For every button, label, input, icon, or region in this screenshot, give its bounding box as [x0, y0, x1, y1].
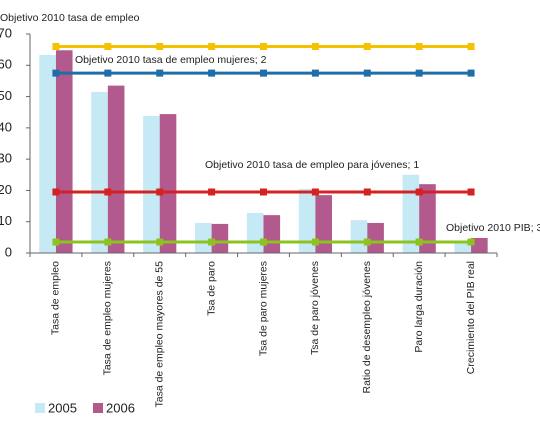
y-tick-label: 0 [5, 244, 12, 259]
target-marker [156, 238, 164, 246]
target-marker [415, 188, 423, 196]
target-marker [260, 188, 267, 196]
bar [195, 222, 212, 253]
x-tick-label: Crecimiento del PIB real [465, 261, 477, 374]
y-tick-label: 10 [0, 213, 12, 228]
target-marker [104, 43, 112, 51]
target-marker [260, 238, 267, 246]
x-tick-label: Tsa de paro jóvenes [309, 261, 321, 355]
target-marker [311, 238, 319, 246]
target-marker [363, 238, 371, 246]
target-marker [52, 188, 60, 196]
bar [143, 115, 160, 254]
x-tick-label: Paro larga duración [413, 261, 425, 353]
target-marker [311, 69, 319, 77]
target-marker [104, 238, 112, 246]
x-tick-label: Tsa de paro mujeres [257, 261, 269, 356]
bar [159, 114, 177, 253]
y-tick-label: 70 [0, 25, 12, 40]
target-marker [208, 188, 216, 196]
target-marker [311, 188, 319, 196]
bar [91, 91, 108, 253]
target-marker [156, 188, 164, 196]
target-marker [363, 43, 371, 51]
bar [211, 223, 229, 253]
annotation: Objetivo 2010 tasa de empleo [0, 12, 140, 24]
annotation: Objetivo 2010 tasa de empleo para jóvene… [205, 159, 419, 171]
y-tick-label: 40 [0, 119, 12, 134]
target-marker [156, 69, 164, 77]
bar [55, 50, 73, 253]
legend-swatch [35, 403, 45, 413]
bar [350, 220, 368, 253]
bar [298, 188, 316, 253]
x-tick-label: Tsa de paro [205, 261, 217, 316]
bar [39, 54, 56, 254]
bar [246, 212, 264, 253]
x-tick-label: Tasa de empleo mujeres [102, 261, 114, 375]
bar [263, 215, 281, 253]
legend-label: 2006 [106, 400, 135, 415]
bar [315, 195, 332, 253]
legend-swatch [93, 403, 103, 413]
target-marker [260, 69, 267, 77]
bar [367, 222, 384, 253]
annotation: Objetivo 2010 tasa de empleo mujeres; 2 [75, 54, 267, 66]
target-marker [156, 43, 164, 51]
target-marker [208, 69, 216, 77]
target-marker [415, 43, 423, 51]
target-marker [467, 69, 475, 77]
target-marker [311, 43, 319, 51]
target-marker [415, 69, 423, 77]
legend-label: 2005 [48, 400, 77, 415]
y-tick-label: 20 [0, 182, 12, 197]
y-tick-label: 50 [0, 88, 12, 103]
y-tick-label: 30 [0, 151, 12, 166]
target-marker [208, 238, 216, 246]
target-marker [52, 69, 60, 77]
target-marker [104, 188, 112, 196]
target-marker [52, 43, 60, 51]
target-marker [467, 188, 475, 196]
target-marker [415, 238, 423, 246]
target-marker [467, 43, 475, 51]
target-marker [52, 238, 60, 246]
bar [402, 174, 420, 253]
bar [107, 85, 125, 253]
target-marker [467, 238, 475, 246]
target-marker [363, 188, 371, 196]
annotation: Objetivo 2010 PIB; 3 [446, 222, 540, 234]
bar [454, 242, 472, 253]
bar [471, 237, 488, 253]
target-marker [104, 69, 112, 77]
target-marker [208, 43, 216, 51]
x-tick-label: Tasa de empleo [50, 261, 62, 335]
x-tick-label: Ratio de desempleo jóvenes [361, 261, 373, 394]
y-tick-label: 60 [0, 57, 12, 72]
x-tick-label: Tasa de empleo mayores de 55 [154, 261, 166, 408]
target-marker [260, 43, 267, 51]
bar [419, 184, 436, 253]
target-marker [363, 69, 371, 77]
